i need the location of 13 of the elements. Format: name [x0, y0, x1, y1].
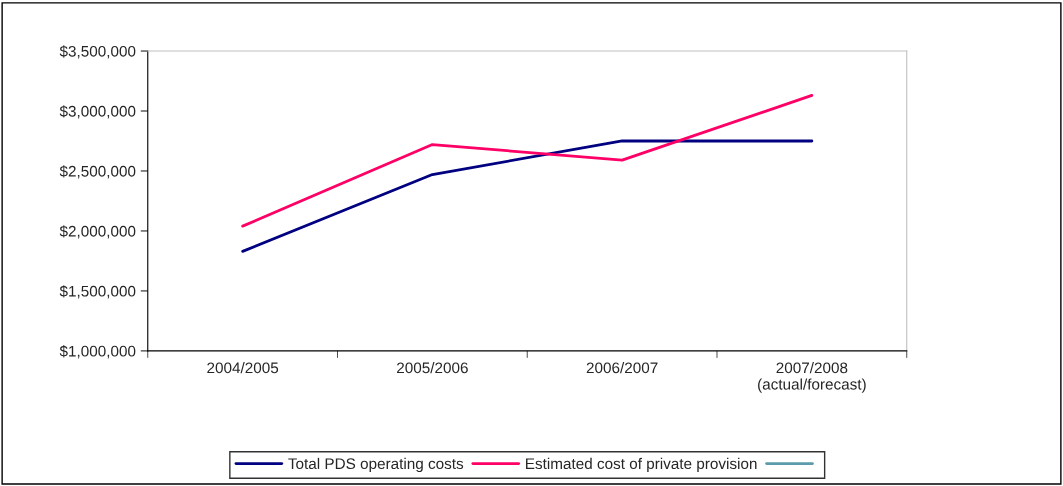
y-tick-label: $2,500,000: [59, 165, 136, 179]
line-series: [241, 94, 814, 228]
y-tick-label: $3,000,000: [59, 105, 136, 119]
x-tick-label: 2004/2005: [207, 362, 279, 374]
y-tick-label: $1,000,000: [59, 345, 136, 359]
y-tick-label: $2,000,000: [59, 225, 136, 239]
x-tick-label: 2007/2008 (actual/forecast): [758, 362, 866, 393]
x-tick-label: 2006/2007: [586, 362, 658, 374]
y-tick-label: $3,500,000: [59, 45, 136, 59]
legend-label: Total PDS operating costs: [288, 457, 464, 473]
x-tick-label: 2005/2006: [397, 362, 468, 374]
y-tick-label: $1,500,000: [59, 285, 136, 299]
legend-label: Estimated cost of private provision: [526, 457, 757, 473]
